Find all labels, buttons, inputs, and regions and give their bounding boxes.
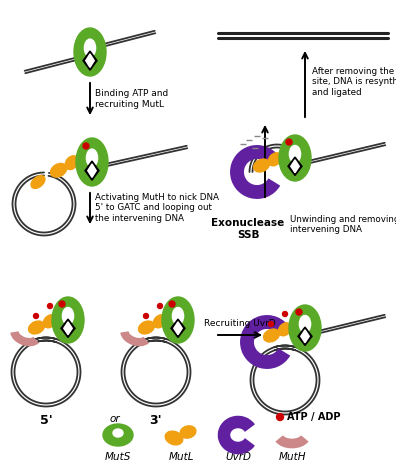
Circle shape	[268, 321, 274, 326]
Polygon shape	[174, 322, 182, 335]
Polygon shape	[171, 319, 185, 338]
Polygon shape	[88, 164, 96, 177]
Text: Binding ATP and
recruiting MutL: Binding ATP and recruiting MutL	[95, 89, 168, 109]
Ellipse shape	[268, 153, 281, 166]
Polygon shape	[64, 322, 72, 335]
Circle shape	[34, 313, 38, 318]
Polygon shape	[61, 319, 75, 338]
Ellipse shape	[278, 323, 291, 336]
Text: MutL: MutL	[168, 452, 194, 462]
Text: UvrD: UvrD	[225, 452, 251, 462]
Text: Unwinding and removing
intervening DNA: Unwinding and removing intervening DNA	[290, 215, 396, 234]
Ellipse shape	[29, 321, 44, 334]
Polygon shape	[288, 157, 302, 176]
Polygon shape	[86, 54, 94, 67]
Ellipse shape	[279, 135, 311, 181]
Ellipse shape	[289, 305, 321, 351]
Ellipse shape	[172, 307, 184, 325]
Circle shape	[48, 304, 53, 309]
Ellipse shape	[162, 297, 194, 343]
Circle shape	[296, 309, 302, 315]
Ellipse shape	[253, 159, 269, 172]
Ellipse shape	[52, 297, 84, 343]
Circle shape	[83, 143, 89, 149]
Polygon shape	[291, 160, 299, 173]
Text: Exonuclease
SSB: Exonuclease SSB	[211, 218, 285, 241]
Text: After removing the mismatch
site, DNA is resynthesized
and ligated: After removing the mismatch site, DNA is…	[312, 67, 396, 97]
Circle shape	[169, 301, 175, 307]
Ellipse shape	[103, 424, 133, 446]
Ellipse shape	[43, 315, 56, 328]
Ellipse shape	[31, 176, 45, 188]
Ellipse shape	[51, 163, 67, 177]
Circle shape	[282, 311, 287, 317]
Ellipse shape	[86, 149, 97, 167]
Ellipse shape	[153, 315, 166, 328]
Ellipse shape	[74, 28, 106, 76]
Text: 3': 3'	[150, 414, 162, 427]
Text: Recruiting UvrD: Recruiting UvrD	[204, 319, 276, 328]
Ellipse shape	[180, 426, 196, 438]
Ellipse shape	[84, 39, 95, 57]
Text: or: or	[110, 414, 120, 424]
Ellipse shape	[289, 146, 301, 163]
Text: ATP / ADP: ATP / ADP	[287, 412, 341, 422]
Ellipse shape	[76, 138, 108, 186]
Text: MutS: MutS	[105, 452, 131, 462]
Polygon shape	[301, 330, 309, 343]
Text: 5': 5'	[40, 414, 52, 427]
Ellipse shape	[264, 329, 280, 342]
Ellipse shape	[299, 316, 310, 333]
Ellipse shape	[65, 156, 78, 170]
Polygon shape	[85, 161, 99, 180]
Circle shape	[59, 301, 65, 307]
Circle shape	[276, 413, 284, 420]
Polygon shape	[298, 327, 312, 346]
Circle shape	[286, 139, 292, 145]
Circle shape	[143, 313, 148, 318]
Ellipse shape	[139, 321, 154, 334]
Ellipse shape	[63, 307, 74, 325]
Text: Activating MutH to nick DNA
5' to GATC and looping out
the intervening DNA: Activating MutH to nick DNA 5' to GATC a…	[95, 193, 219, 223]
Circle shape	[158, 304, 162, 309]
Ellipse shape	[113, 429, 123, 437]
Polygon shape	[83, 51, 97, 70]
Text: MutH: MutH	[278, 452, 306, 462]
Ellipse shape	[165, 431, 183, 445]
